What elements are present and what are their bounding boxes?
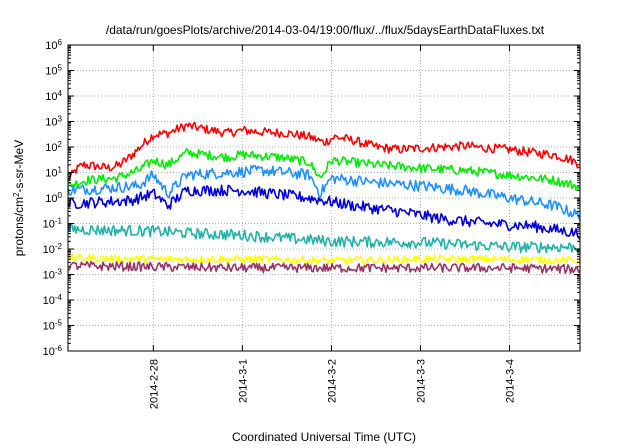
series-line [67,164,581,222]
y-tick-label-exp: 4 [58,89,63,98]
series-line [67,184,581,240]
y-tick-label-base: 10 [43,321,55,333]
x-tick-label: 2014-2-28 [148,359,160,409]
y-tick-label-base: 10 [45,117,57,129]
y-tick-label-exp: -4 [55,293,63,302]
y-axis-label-suffix: -s-sr-MeV [12,140,26,193]
x-axis-ticks: 2014-2-28 2014-3-1 2014-3-2 2014-3-3 2014-3-… [148,45,517,409]
y-tick-label-exp: -1 [55,216,63,225]
series-line [67,261,581,274]
y-tick-label: 102 [45,140,62,155]
data-series [67,121,581,274]
y-tick-label-base: 10 [43,346,55,358]
y-axis-label: protons/cm2-s-sr-MeV [12,140,27,256]
y-tick-label-base: 10 [45,168,57,180]
y-tick-label: 105 [45,63,62,78]
y-tick-label: 104 [45,89,62,104]
y-tick-label-exp: 1 [58,165,63,174]
y-tick-label-base: 10 [45,193,57,205]
y-axis-label-sup: 2 [12,192,21,197]
x-axis-label: Coordinated Universal Time (UTC) [232,430,416,444]
y-tick-label: 10-5 [43,318,63,333]
y-tick-label-exp: -6 [55,344,63,353]
y-tick-label-base: 10 [45,91,57,103]
x-tick-label: 2014-3-3 [415,359,427,403]
y-tick-label-exp: 6 [58,38,63,47]
x-tick-label: 2014-3-2 [326,359,338,403]
y-tick-label-exp: -2 [55,242,63,251]
y-tick-label-base: 10 [43,219,55,231]
y-tick-label-exp: 0 [58,191,63,200]
y-tick-label-exp: 3 [58,114,63,123]
y-tick-label: 10-4 [43,293,63,308]
series-line [67,223,581,254]
series-line [67,253,581,265]
x-tick-label: 2014-3-1 [237,359,249,403]
y-tick-label-base: 10 [45,40,57,52]
y-tick-label-exp: -3 [55,267,63,276]
series-line [67,148,581,191]
y-tick-label: 10-2 [43,242,63,257]
y-tick-label: 101 [45,165,62,180]
y-tick-label-base: 10 [43,295,55,307]
y-tick-label-exp: 5 [58,63,63,72]
x-tick-label: 2014-3-4 [505,359,517,403]
y-tick-label-exp: 2 [58,140,63,149]
y-axis-label-prefix: protons/cm [12,197,26,256]
y-tick-label-exp: -5 [55,318,63,327]
y-tick-label-base: 10 [45,66,57,78]
series-line [67,121,581,181]
y-tick-label: 10-3 [43,267,63,282]
y-tick-label: 106 [45,38,62,53]
y-tick-label: 10-6 [43,344,63,359]
y-axis-ticks: 10-610-510-410-310-210-11001011021031041… [43,38,580,359]
y-tick-label: 10-1 [43,216,63,231]
chart-title: /data/run/goesPlots/archive/2014-03-04/1… [106,23,545,37]
y-tick-label: 103 [45,114,62,129]
y-tick-label-base: 10 [43,244,55,256]
y-tick-label: 100 [45,191,62,206]
y-tick-label-base: 10 [45,142,57,154]
y-tick-label-base: 10 [43,270,55,282]
